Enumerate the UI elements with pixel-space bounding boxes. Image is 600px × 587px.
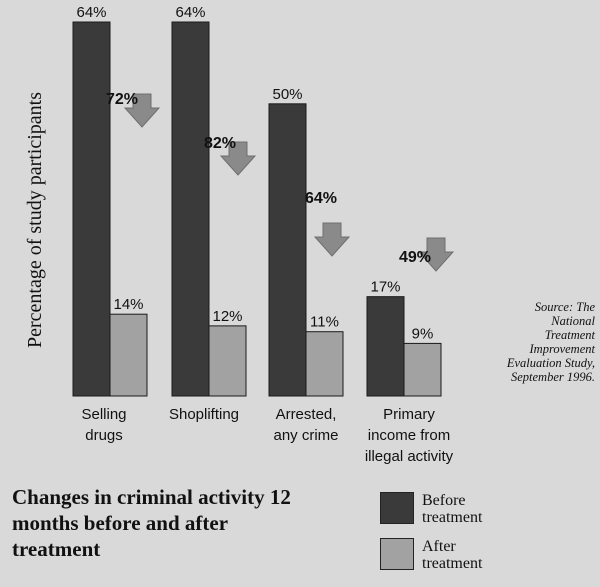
category-label-3-line-1: income from: [368, 427, 451, 444]
category-label-3-line-2: illegal activity: [365, 448, 454, 465]
bar-before-2: [268, 103, 307, 397]
legend: Before treatment After treatment: [380, 492, 492, 584]
legend-swatch-before: [380, 492, 414, 524]
bar-before-0: [72, 21, 111, 397]
legend-item-after: After treatment: [380, 538, 492, 572]
source-note: Source: The National Treatment Improveme…: [506, 300, 595, 384]
reduction-label-1: 82%: [204, 135, 236, 152]
data-label-after-2: 11%: [310, 314, 339, 331]
legend-label-before: Before treatment: [422, 492, 483, 526]
category-label-2-line-0: Arrested,: [276, 406, 337, 423]
reduction-label-3: 49%: [399, 249, 431, 266]
category-label-0-line-1: drugs: [85, 427, 123, 444]
reduction-label-0: 72%: [106, 91, 138, 108]
bar-after-0: [109, 313, 148, 397]
data-label-before-0: 64%: [76, 4, 106, 21]
category-label-3-line-0: Primary: [383, 406, 435, 423]
category-label-0-line-0: Selling: [81, 406, 126, 423]
data-label-before-3: 17%: [370, 279, 400, 296]
bar-after-2: [305, 331, 344, 397]
chart-title: Changes in criminal activity 12 months b…: [12, 485, 291, 561]
data-label-before-2: 50%: [272, 86, 302, 103]
category-label-2-line-1: any crime: [273, 427, 338, 444]
legend-label-after: After treatment: [422, 538, 483, 572]
legend-swatch-after: [380, 538, 414, 570]
bar-before-3: [366, 296, 405, 397]
legend-item-before: Before treatment: [380, 492, 492, 526]
reduction-label-2: 64%: [305, 190, 337, 207]
data-label-before-1: 64%: [175, 4, 205, 21]
data-label-after-1: 12%: [212, 308, 242, 325]
data-label-after-3: 9%: [412, 325, 434, 342]
data-label-after-0: 14%: [113, 296, 143, 313]
category-label-1-line-0: Shoplifting: [169, 406, 239, 423]
down-arrow-icon: [314, 222, 350, 257]
bar-before-1: [171, 21, 210, 397]
bar-after-3: [403, 342, 442, 397]
bar-after-1: [208, 325, 247, 397]
